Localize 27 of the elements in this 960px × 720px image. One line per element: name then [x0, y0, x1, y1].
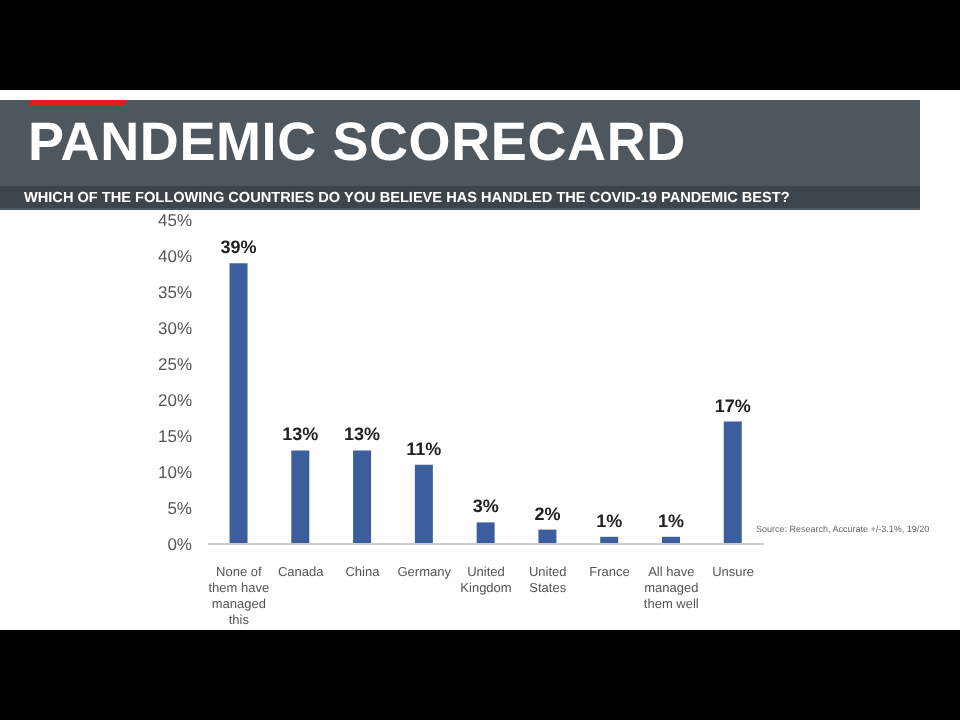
bar [353, 450, 372, 544]
data-label: 1% [596, 510, 623, 531]
bar [229, 263, 248, 544]
y-tick-label: 40% [157, 246, 193, 267]
y-tick-label: 30% [157, 318, 193, 339]
chart-title: PANDEMIC SCORECARD [28, 112, 686, 174]
bar [414, 464, 433, 544]
data-label: 13% [282, 424, 319, 445]
data-label: 13% [344, 424, 381, 445]
y-tick-label: 20% [157, 390, 193, 411]
y-tick-label: 15% [157, 426, 193, 447]
y-tick-label: 45% [157, 210, 193, 231]
data-label: 11% [406, 438, 442, 459]
data-label: 1% [657, 510, 684, 531]
bar [538, 529, 557, 544]
y-tick-label: 35% [157, 282, 193, 303]
y-tick-label: 10% [157, 462, 193, 483]
bar [291, 450, 310, 544]
data-label: 3% [472, 496, 499, 517]
data-label: 39% [220, 237, 257, 258]
bar [723, 421, 742, 544]
y-tick-label: 25% [157, 354, 193, 375]
data-label: 2% [534, 503, 561, 524]
data-label: 17% [714, 395, 751, 416]
y-tick-label: 5% [167, 498, 193, 519]
y-tick-label: 0% [167, 534, 193, 555]
bar [476, 522, 495, 544]
